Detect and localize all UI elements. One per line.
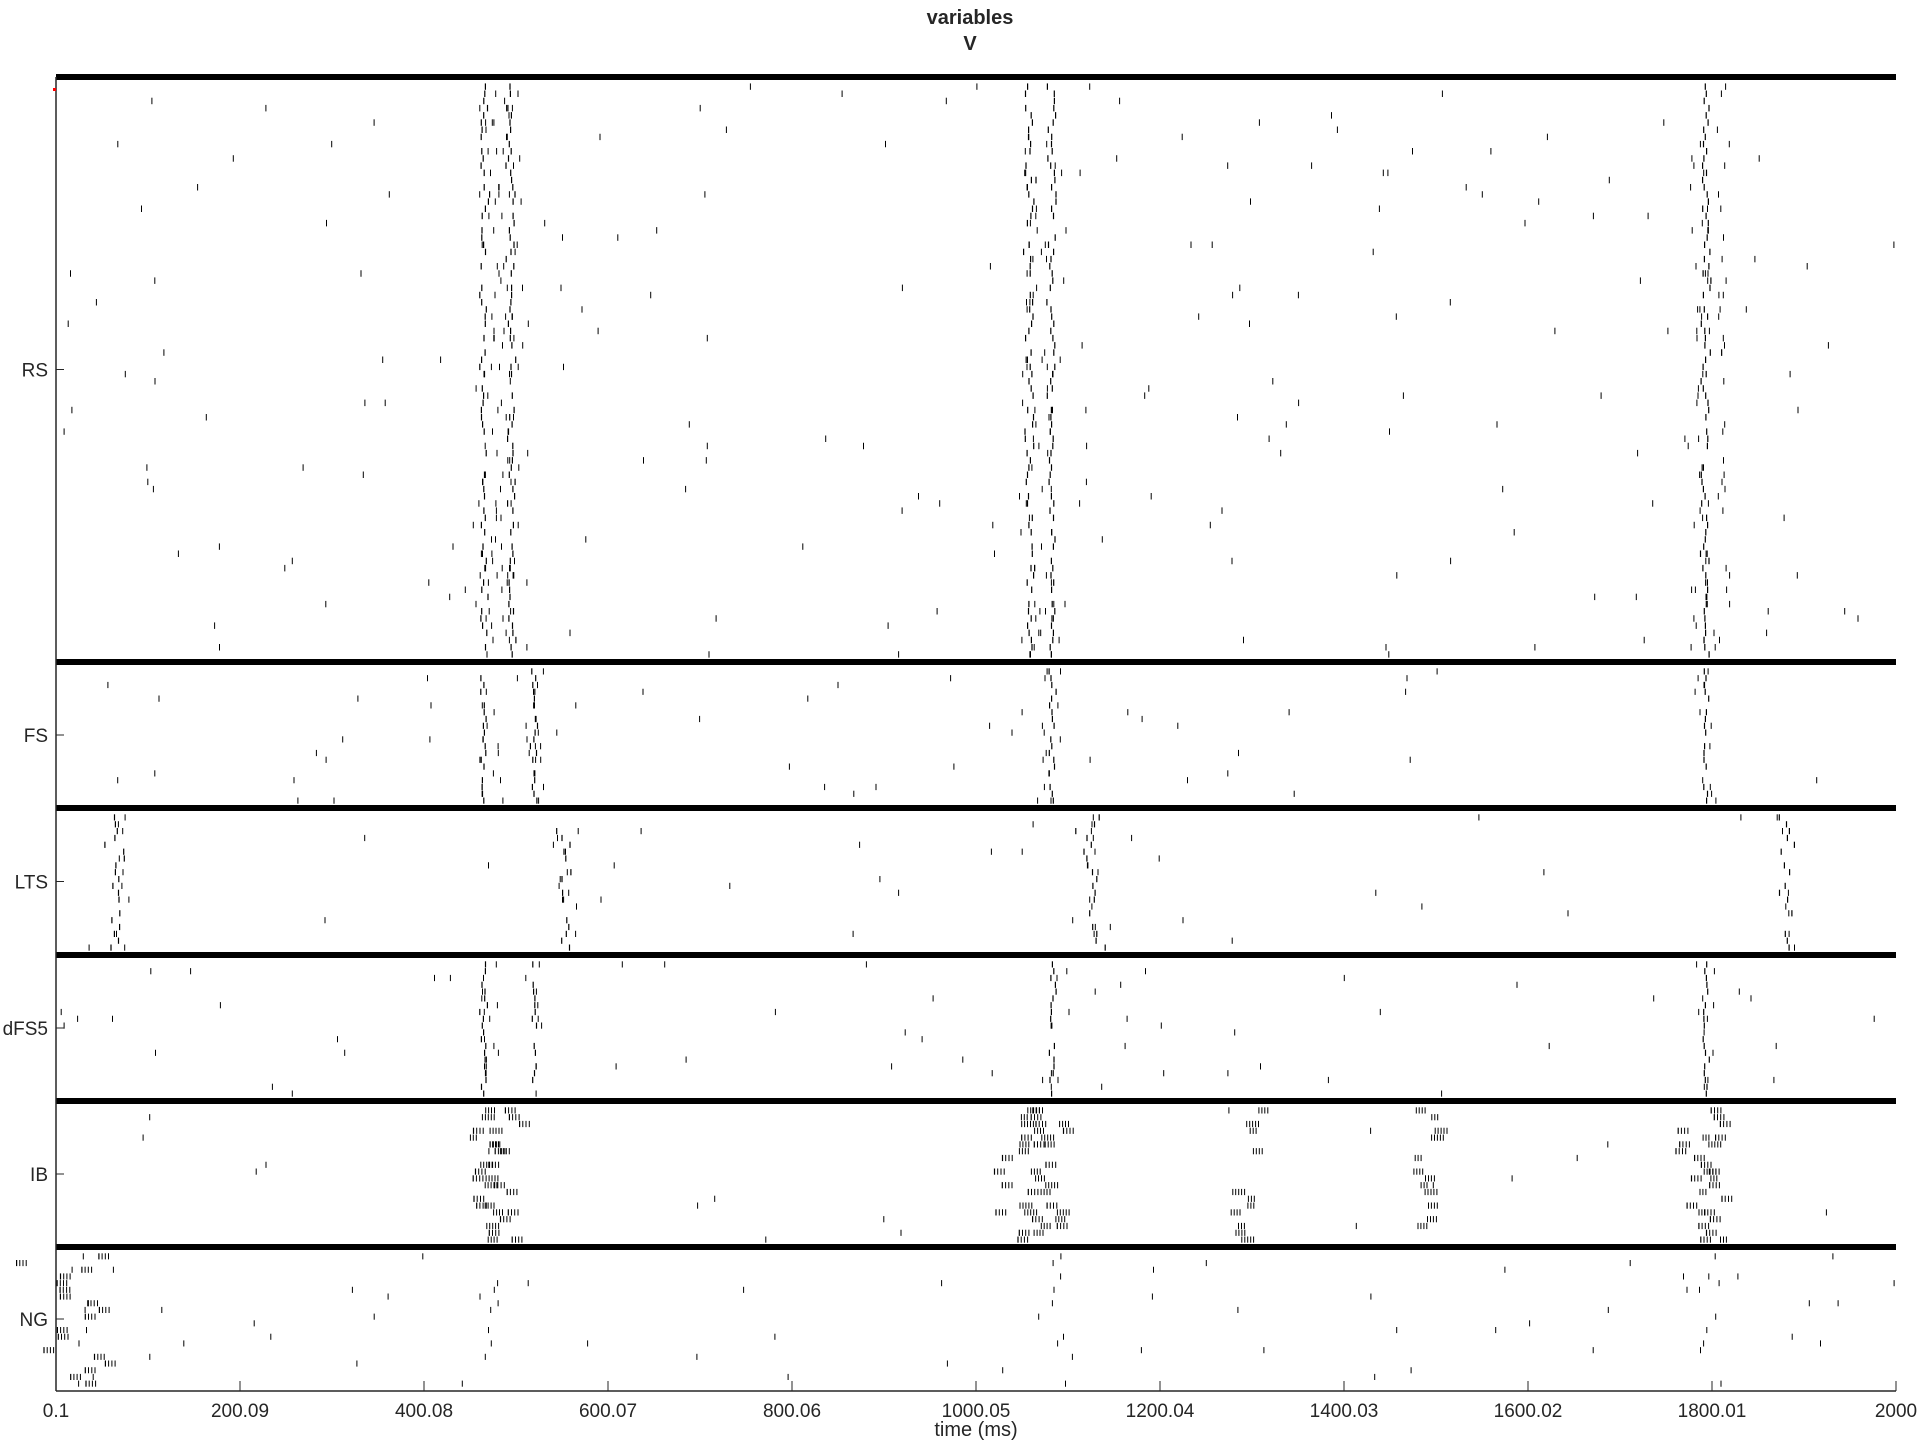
x-tick-label-7: 1400.03 — [1310, 1401, 1379, 1422]
x-tick-label-6: 1200.04 — [1126, 1401, 1195, 1422]
x-axis-label: time (ms) — [934, 1419, 1017, 1440]
chart-title-line-2: V — [963, 33, 977, 55]
start-marker — [53, 88, 56, 91]
x-tick-label-4: 800.06 — [763, 1401, 821, 1422]
x-tick-label-2: 400.08 — [395, 1401, 453, 1422]
x-tick-label-5: 1000.05 — [942, 1401, 1011, 1422]
y-tick-label-lts: LTS — [15, 873, 48, 894]
x-tick-label-0: 0.1 — [43, 1401, 69, 1422]
x-tick-label-3: 600.07 — [579, 1401, 637, 1422]
y-tick-label-ib: IB — [30, 1165, 48, 1186]
y-tick-label-rs: RS — [22, 361, 48, 382]
y-tick-label-ng: NG — [20, 1310, 49, 1331]
x-tick-label-8: 1600.02 — [1494, 1401, 1563, 1422]
x-tick-label-9: 1800.01 — [1678, 1401, 1747, 1422]
x-tick-label-10: 2000 — [1875, 1401, 1917, 1422]
x-tick-label-1: 200.09 — [211, 1401, 269, 1422]
y-tick-label-dfs5: dFS5 — [3, 1019, 48, 1040]
y-tick-label-fs: FS — [24, 726, 48, 747]
chart-title-line-1: variables — [927, 7, 1014, 29]
